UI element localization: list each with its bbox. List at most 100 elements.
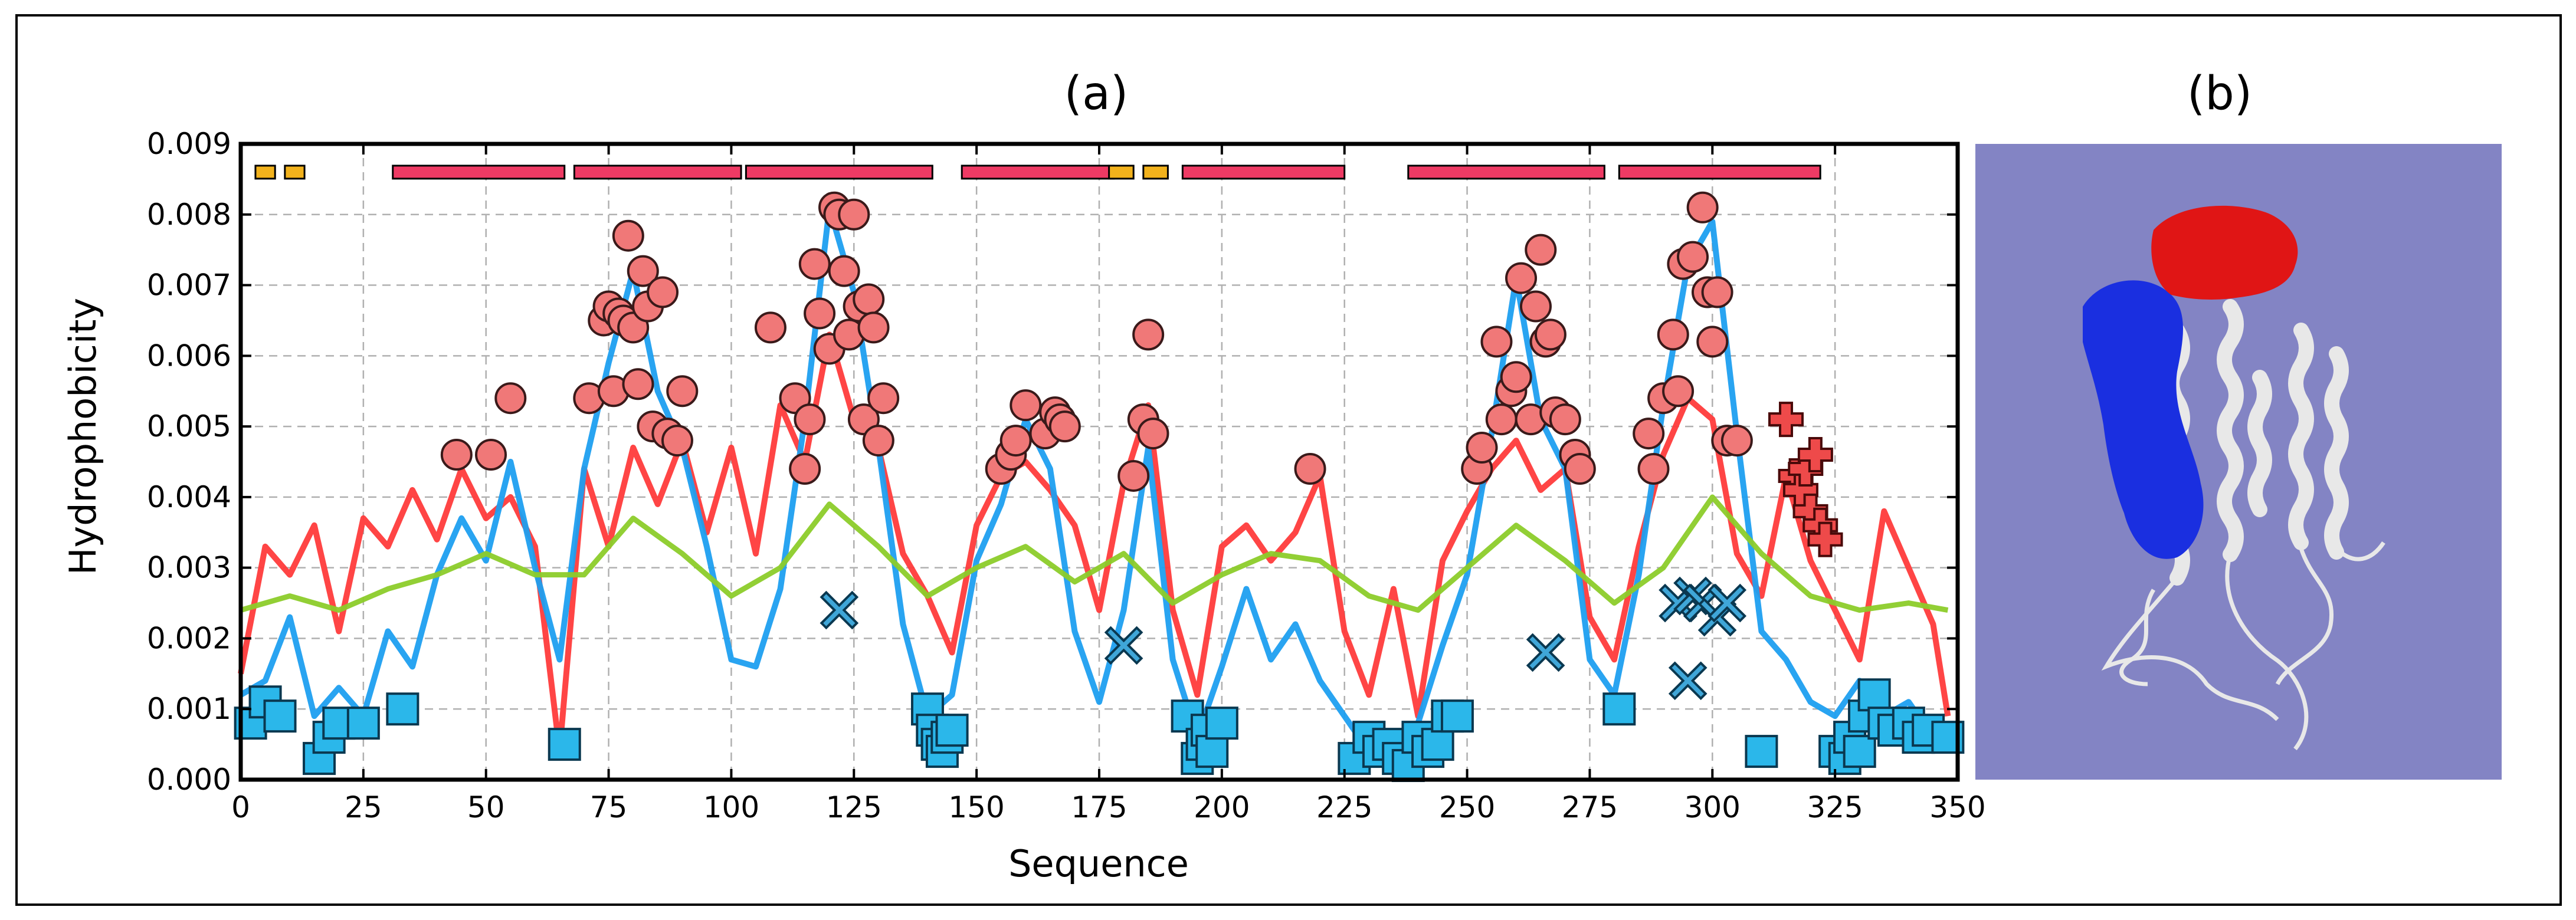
- strand-bar: [1142, 165, 1169, 180]
- helix-bar: [961, 165, 1115, 180]
- loop-1: [2101, 576, 2279, 721]
- circle-marker: [666, 375, 699, 408]
- circle-marker: [1677, 241, 1709, 273]
- square-marker: [935, 714, 969, 747]
- blue-domain: [2083, 280, 2204, 559]
- square-marker: [1602, 692, 1636, 726]
- y-tick-label: 0.007: [147, 268, 231, 303]
- circle-marker: [999, 425, 1032, 457]
- circle-marker: [1117, 459, 1150, 492]
- circle-marker: [1519, 290, 1552, 323]
- white-ribbon-loops: [2101, 541, 2385, 751]
- panel-b: (b): [1975, 67, 2502, 780]
- x-axis-label: Sequence: [1008, 842, 1189, 885]
- circle-marker: [661, 425, 693, 457]
- y-tick-label: 0.003: [147, 551, 231, 585]
- loop-3: [2119, 589, 2156, 686]
- circle-marker: [754, 311, 786, 344]
- plus-marker: [1807, 521, 1843, 557]
- x-tick-label: 150: [948, 790, 1004, 824]
- loop-4: [2335, 541, 2385, 561]
- x-marker: [1668, 661, 1707, 701]
- strand-bar: [284, 165, 306, 180]
- circle-marker: [867, 382, 900, 415]
- strand-bar: [1108, 165, 1135, 180]
- circle-marker: [828, 255, 860, 287]
- y-tick-label: 0.001: [147, 692, 231, 726]
- ribbon-helix-5: [2247, 370, 2272, 517]
- x-tick-label: 50: [467, 790, 505, 824]
- circle-marker: [1010, 389, 1042, 422]
- circle-marker: [838, 198, 870, 231]
- x-marker: [1526, 633, 1565, 672]
- x-tick-label: 250: [1439, 790, 1495, 824]
- x-tick-label: 175: [1071, 790, 1127, 824]
- x-tick-label: 300: [1684, 790, 1741, 824]
- square-marker: [1421, 728, 1454, 761]
- circle-marker: [494, 382, 527, 415]
- circle-marker: [647, 276, 679, 308]
- circle-marker: [1505, 262, 1538, 294]
- square-marker: [548, 728, 581, 761]
- loop-5: [2275, 547, 2334, 685]
- y-tick-label: 0.009: [147, 127, 231, 161]
- circle-marker: [1048, 410, 1081, 443]
- square-marker: [1440, 699, 1474, 733]
- y-tick-label: 0.002: [147, 621, 231, 655]
- circle-marker: [1633, 418, 1665, 450]
- helix-bar: [392, 165, 566, 180]
- circle-marker: [1534, 318, 1566, 351]
- circle-marker: [1662, 375, 1695, 408]
- panel-a: (a) 0 25 50 75 100 125 150 175 200 225 250 275 300 32…: [61, 67, 1986, 885]
- plus-marker: [1768, 402, 1804, 438]
- chart-secondary-structure: [254, 165, 1821, 180]
- circle-marker: [804, 297, 836, 330]
- circle-marker: [1480, 326, 1513, 358]
- chart-markers: [234, 191, 1965, 783]
- strand-bar: [254, 165, 276, 180]
- circle-marker: [1720, 425, 1753, 457]
- x-marker: [1707, 583, 1747, 623]
- x-axis: 0 25 50 75 100 125 150 175 200 225 250 275 300 325 350: [231, 144, 1986, 824]
- circle-marker: [1525, 234, 1557, 266]
- circle-marker: [862, 425, 894, 457]
- x-tick-label: 0: [231, 790, 250, 824]
- circle-marker: [1500, 361, 1532, 393]
- circle-marker: [612, 219, 644, 252]
- circle-marker: [1137, 418, 1169, 450]
- ribbon-helix-2: [2217, 299, 2244, 562]
- circle-marker: [853, 283, 885, 316]
- plus-marker: [1797, 437, 1833, 473]
- x-tick-label: 275: [1562, 790, 1618, 824]
- circle-marker: [789, 452, 821, 485]
- chart-series-lines: [238, 204, 1951, 755]
- square-marker: [263, 699, 297, 733]
- circle-marker: [1549, 403, 1581, 436]
- y-tick-label: 0.004: [147, 480, 231, 514]
- circle-marker: [475, 439, 507, 471]
- x-tick-label: 25: [345, 790, 382, 824]
- y-axis: 0.000 0.001 0.002 0.003 0.004 0.005 0.006 0.007…: [147, 127, 1958, 797]
- square-marker: [1745, 735, 1778, 768]
- circle-marker: [794, 403, 826, 436]
- circle-marker: [1686, 191, 1719, 224]
- x-tick-label: 200: [1194, 790, 1250, 824]
- square-marker: [1857, 678, 1891, 712]
- x-marker: [820, 590, 859, 630]
- x-tick-label: 350: [1929, 790, 1985, 824]
- x-tick-label: 325: [1807, 790, 1863, 824]
- y-axis-label: Hydrophobicity: [61, 298, 104, 575]
- circle-marker: [1637, 452, 1670, 485]
- square-marker: [346, 707, 380, 740]
- x-tick-label: 75: [590, 790, 628, 824]
- y-tick-label: 0.000: [147, 763, 231, 797]
- helix-bar: [1407, 165, 1605, 180]
- helix-bar: [745, 165, 933, 180]
- x-tick-label: 225: [1316, 790, 1372, 824]
- figure-frame: [15, 14, 2562, 906]
- helix-bar: [573, 165, 742, 180]
- y-tick-label: 0.005: [147, 409, 231, 443]
- circle-marker: [1466, 432, 1498, 464]
- square-marker: [1195, 735, 1229, 768]
